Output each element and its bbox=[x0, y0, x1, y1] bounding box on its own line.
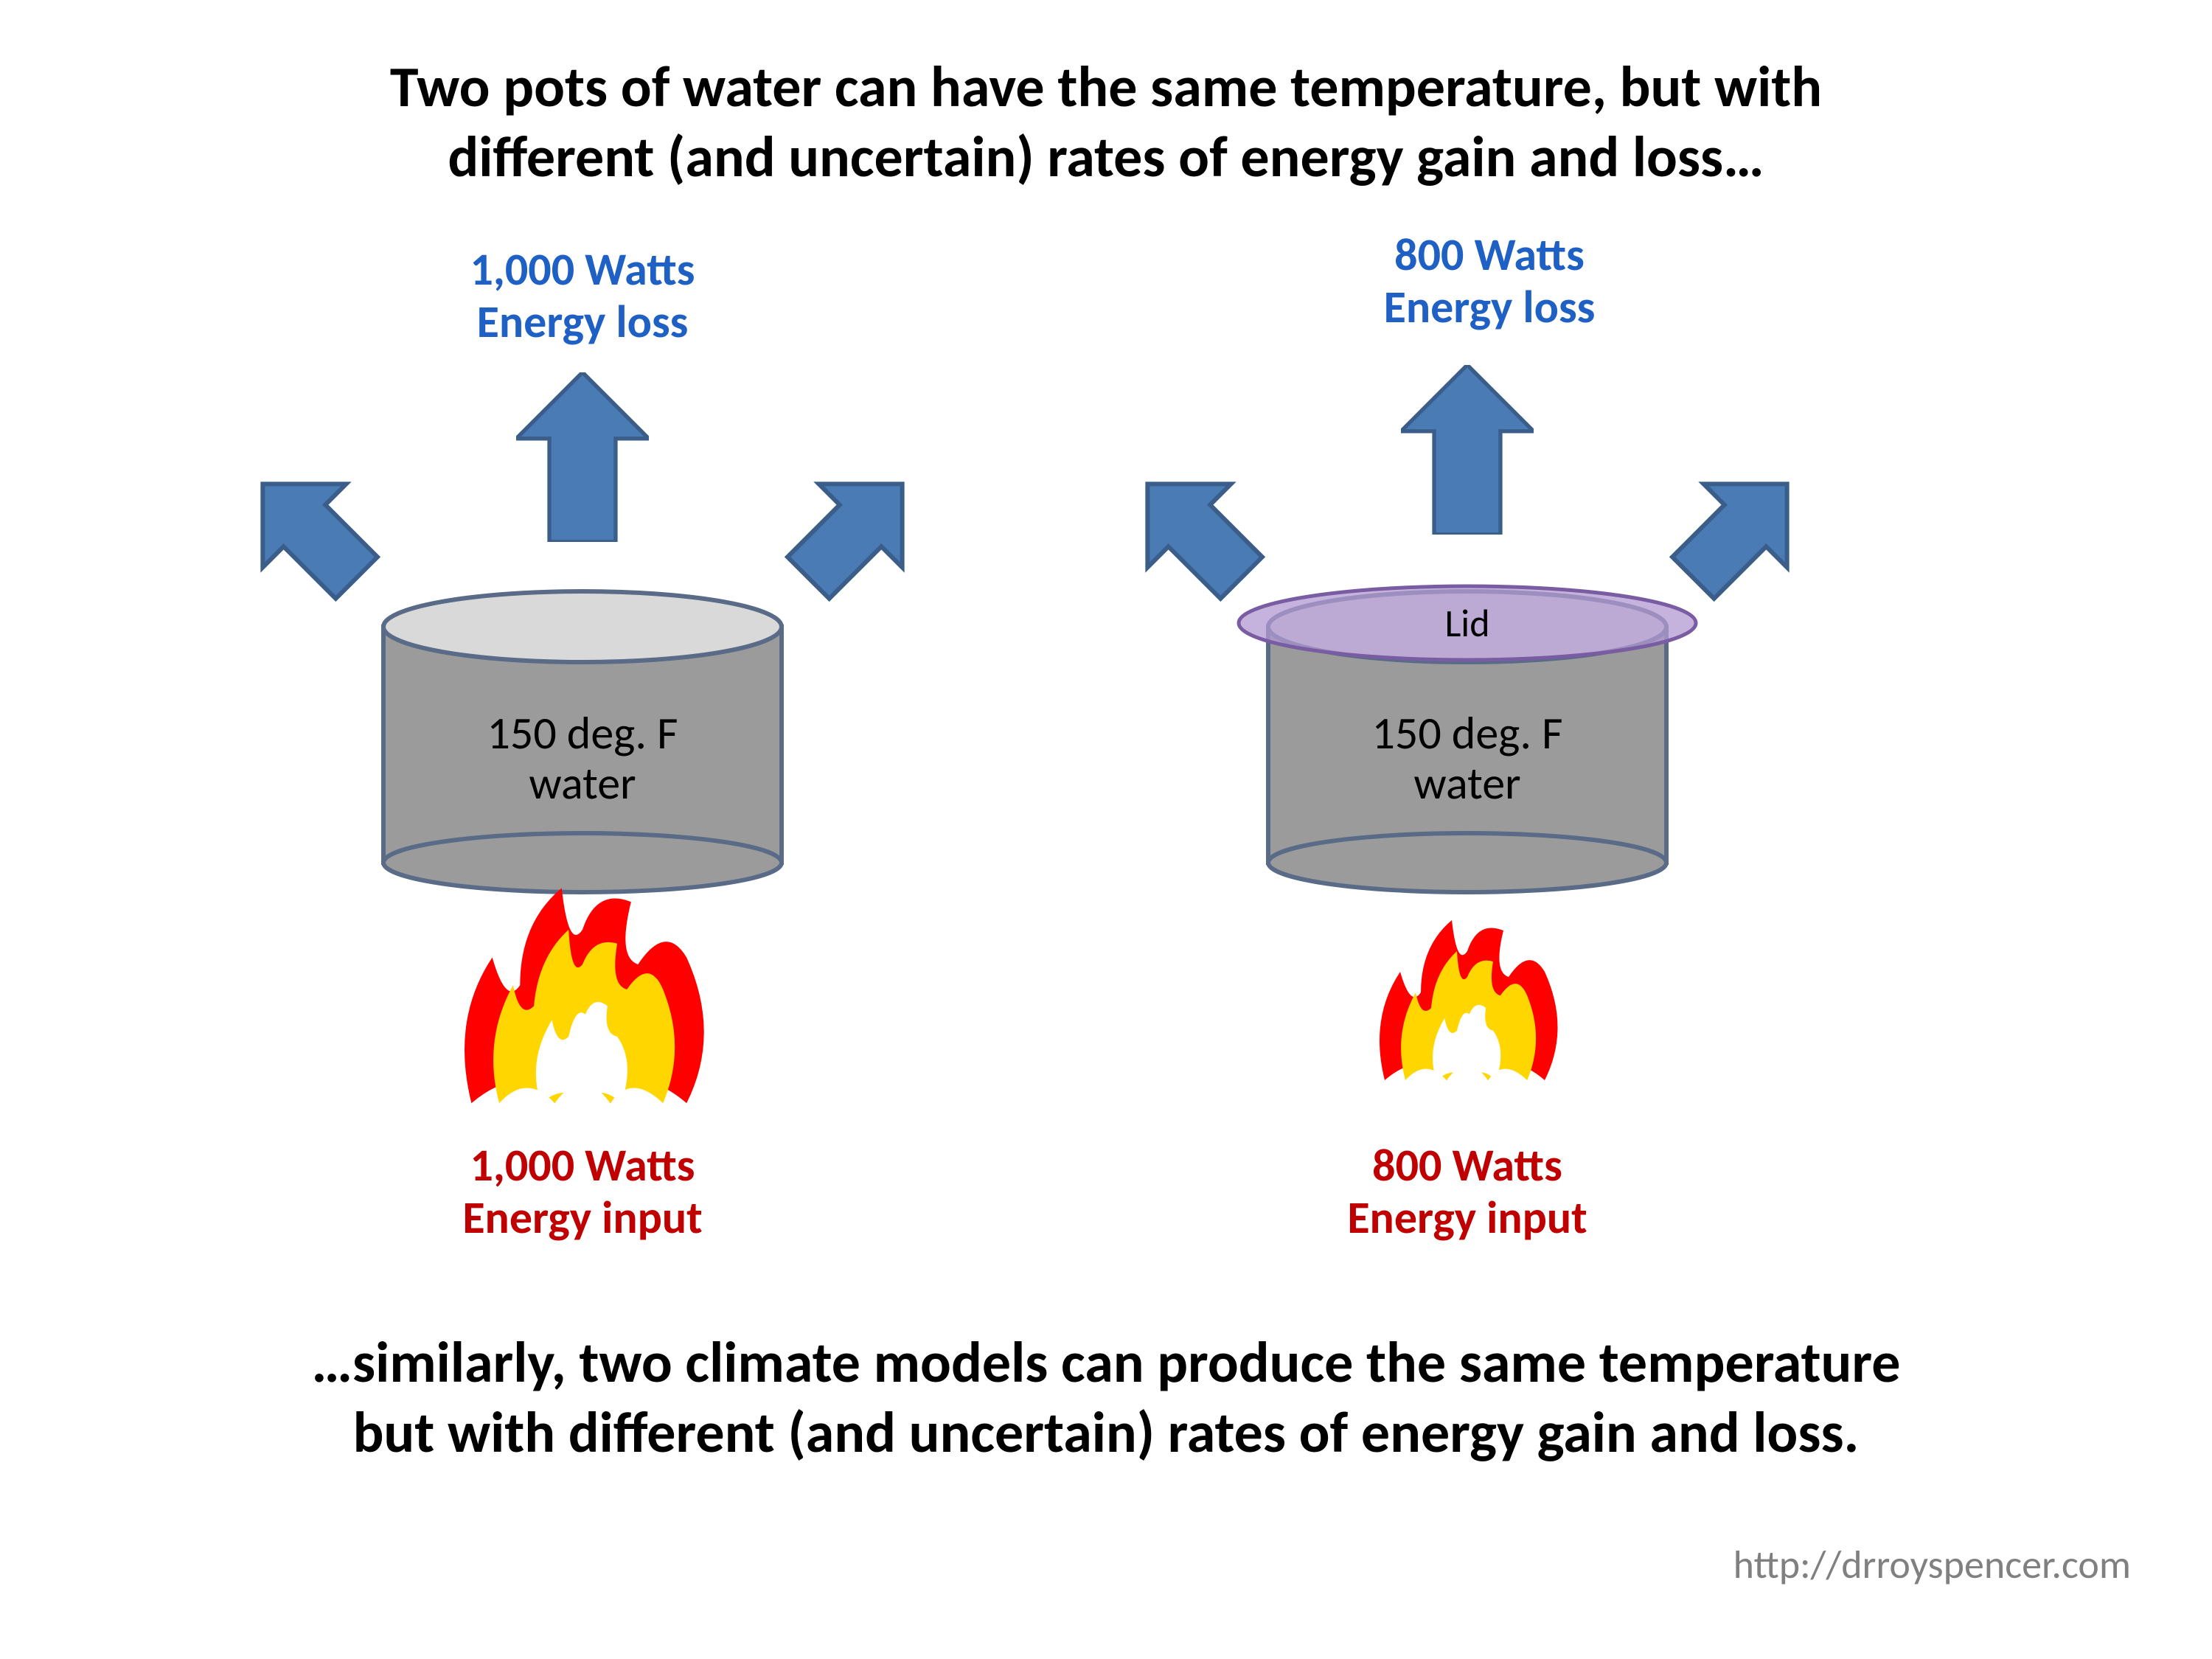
left-pot-label: 150 deg. F water bbox=[435, 708, 730, 808]
left-pot-line-2: water bbox=[529, 755, 636, 811]
right-energy-loss-label: 800 Watts Energy loss bbox=[1305, 229, 1674, 334]
up-arrow-icon bbox=[1401, 365, 1534, 535]
left-loss-line-1: 1,000 Watts bbox=[470, 241, 695, 297]
up-right-arrow-icon bbox=[782, 457, 929, 605]
right-input-line-2: Energy input bbox=[1347, 1189, 1587, 1245]
left-input-line-1: 1,000 Watts bbox=[470, 1137, 695, 1193]
flame-icon-left bbox=[442, 881, 723, 1117]
left-energy-input-label: 1,000 Watts Energy input bbox=[398, 1139, 767, 1245]
right-pot-label: 150 deg. F water bbox=[1320, 708, 1615, 808]
left-energy-loss-label: 1,000 Watts Energy loss bbox=[398, 243, 767, 349]
left-loss-line-2: Energy loss bbox=[477, 293, 689, 349]
lid-label: Lid bbox=[1408, 599, 1526, 647]
right-pot-line-2: water bbox=[1413, 755, 1520, 811]
right-input-line-1: 800 Watts bbox=[1372, 1137, 1562, 1193]
credit-url: http://drroyspencer.com bbox=[1733, 1540, 2131, 1589]
bottom-line-1: …similarly, two climate models can produ… bbox=[0, 1327, 2212, 1397]
title-line-2: different (and uncertain) rates of energ… bbox=[0, 122, 2212, 192]
up-left-arrow-icon bbox=[236, 457, 383, 605]
up-arrow-icon bbox=[516, 372, 649, 542]
title-line-1: Two pots of water can have the same temp… bbox=[0, 52, 2212, 122]
bottom-line-2: but with different (and uncertain) rates… bbox=[0, 1397, 2212, 1467]
left-input-line-2: Energy input bbox=[462, 1189, 702, 1245]
right-pot-line-1: 150 deg. F bbox=[1371, 705, 1562, 761]
right-energy-input-label: 800 Watts Energy input bbox=[1283, 1139, 1652, 1245]
right-loss-line-2: Energy loss bbox=[1384, 279, 1596, 335]
flame-icon-right bbox=[1364, 896, 1571, 1110]
right-loss-line-1: 800 Watts bbox=[1394, 226, 1585, 282]
left-pot-line-1: 150 deg. F bbox=[487, 705, 678, 761]
